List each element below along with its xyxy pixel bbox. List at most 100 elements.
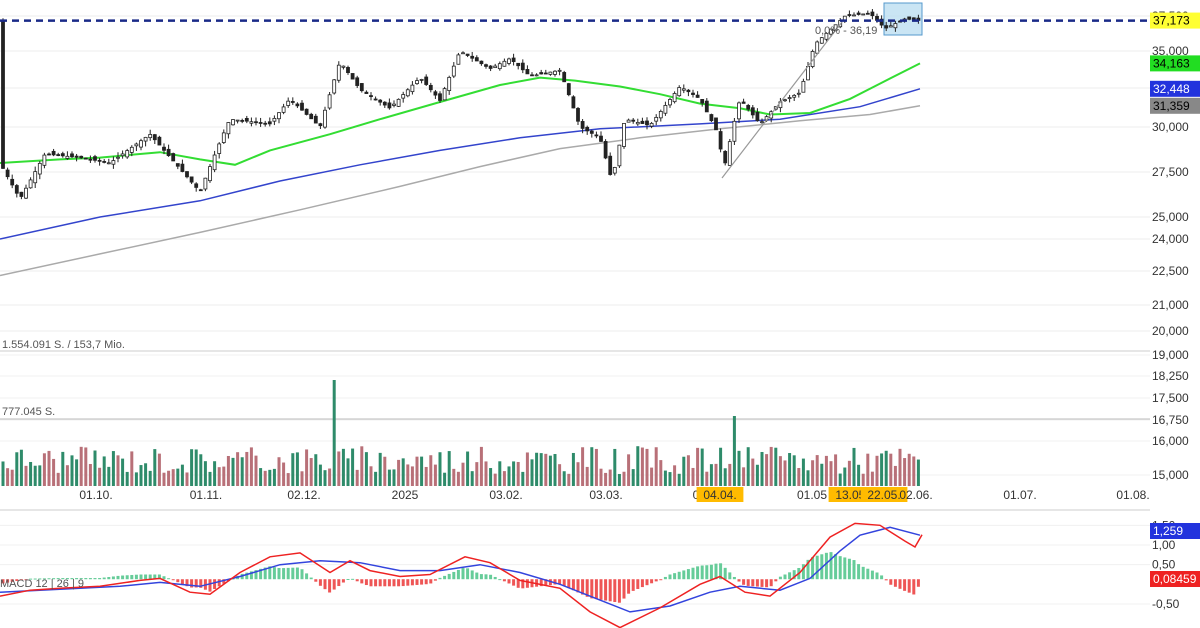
macd-histogram-bar: [433, 579, 437, 581]
candle-body: [272, 117, 277, 122]
macd-histogram-bar: [346, 578, 350, 580]
macd-histogram-bar: [604, 579, 608, 601]
volume-bar: [682, 456, 686, 486]
candle-body: [198, 189, 203, 192]
candle-body: [281, 106, 286, 113]
volume-bar: [806, 470, 810, 486]
volume-bar: [709, 464, 713, 486]
fib-trend-line[interactable]: [721, 21, 843, 179]
volume-bar: [746, 447, 750, 486]
macd-histogram-bar: [208, 579, 212, 592]
macd-histogram-bar: [167, 578, 171, 580]
candle-body: [686, 89, 691, 93]
candle-body: [33, 171, 38, 184]
volume-bar: [401, 458, 405, 486]
volume-bar: [378, 452, 382, 486]
candle-body: [737, 102, 741, 120]
macd-badge-label: 0,08459: [1153, 572, 1197, 586]
candle-body: [562, 72, 567, 83]
candle-body: [566, 83, 571, 96]
macd-histogram-bar: [852, 560, 856, 580]
volume-bar: [176, 468, 180, 486]
candle-body: [760, 121, 764, 124]
volume-tick-label: 15,000: [1152, 468, 1189, 482]
candle-body: [116, 156, 120, 159]
volume-bar: [654, 447, 658, 486]
volume-bar: [272, 468, 276, 486]
volume-bar: [714, 463, 718, 486]
price-tick-label: 30,000: [1152, 120, 1189, 134]
candle-body: [709, 114, 714, 122]
sma-38-line: [0, 62, 921, 166]
macd-histogram-bar: [387, 579, 391, 587]
volume-bar: [222, 466, 226, 486]
macd-histogram-bar: [516, 579, 520, 588]
candle-body: [691, 92, 695, 95]
candle-body: [792, 94, 797, 98]
macd-histogram-bar: [456, 569, 460, 580]
volume-bar: [70, 455, 74, 486]
candle-body: [612, 167, 617, 174]
macd-histogram-bar: [866, 568, 870, 580]
macd-histogram-bar: [562, 579, 566, 586]
volume-bar: [98, 467, 102, 486]
volume-bar: [360, 446, 364, 486]
volume-bar: [309, 458, 313, 486]
candle-body: [171, 153, 176, 162]
volume-bar: [843, 467, 847, 486]
macd-histogram-bar: [857, 564, 861, 580]
volume-bar: [829, 461, 833, 486]
price-axis-badges: 37,173 34,163 32,448 31,359: [1150, 12, 1200, 114]
volume-bar: [337, 451, 341, 486]
volume-bar: [42, 453, 46, 486]
candle-body: [244, 118, 249, 122]
macd-histogram-bar: [231, 578, 235, 580]
candle-body: [217, 143, 222, 154]
candle-body: [571, 96, 576, 109]
date-tick-label: 22.05.: [867, 488, 900, 502]
macd-histogram-bar: [263, 567, 267, 580]
macd-histogram-bar: [443, 575, 447, 580]
macd-histogram-bar: [88, 578, 92, 580]
macd-histogram-bar: [360, 579, 364, 584]
macd-histogram-bar: [148, 574, 152, 580]
price-tick-label: 21,000: [1152, 298, 1189, 312]
macd-histogram-bar: [42, 578, 46, 580]
candle-body: [530, 74, 534, 77]
volume-bar: [732, 416, 736, 486]
macd-histogram-bar: [323, 579, 327, 590]
macd-histogram-bar: [907, 579, 911, 593]
macd-histogram-bar: [397, 579, 401, 587]
candle-body: [714, 117, 718, 131]
volume-bar: [38, 465, 42, 486]
macd-histogram-bar: [328, 579, 332, 593]
macd-histogram-bar: [171, 579, 175, 581]
macd-badge-label: 1,259: [1153, 524, 1183, 538]
volume-bar: [346, 458, 350, 486]
candle-body: [824, 32, 829, 40]
candle-body: [88, 158, 93, 161]
candle-body: [79, 155, 84, 159]
macd-histogram-bar: [801, 564, 805, 580]
macd-histogram-bar: [824, 552, 828, 580]
macd-histogram-bar: [677, 571, 681, 580]
macd-histogram-bar: [636, 579, 640, 589]
volume-bar: [406, 464, 410, 486]
macd-histogram-bar: [585, 579, 589, 597]
volume-bar: [24, 465, 28, 486]
macd-histogram-bar: [719, 563, 723, 580]
price-badge: [1150, 80, 1200, 97]
volume-bar: [498, 461, 502, 486]
volume-bar: [889, 453, 893, 486]
candle-body: [461, 52, 465, 55]
volume-bar: [617, 473, 621, 486]
volume-bar: [88, 463, 92, 486]
volume-bar: [84, 447, 88, 486]
volume-bar: [857, 464, 861, 486]
macd-histogram-bar: [774, 579, 778, 582]
volume-tick-label: 19,000: [1152, 348, 1189, 362]
sma-200-line: [0, 105, 921, 277]
candle-body: [617, 144, 622, 167]
macd-histogram-bar: [553, 579, 557, 585]
volume-bar: [576, 462, 580, 486]
